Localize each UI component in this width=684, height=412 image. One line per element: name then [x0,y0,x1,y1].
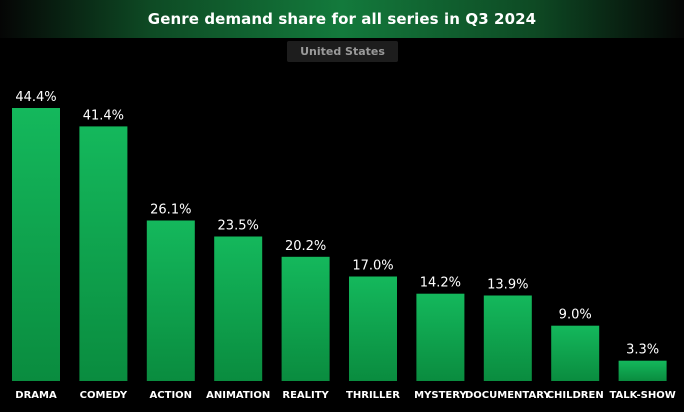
category-label: COMEDY [80,390,128,401]
category-label: THRILLER [346,390,400,401]
category-label: CHILDREN [547,390,604,401]
bar-talk-show [618,360,667,381]
value-label: 3.3% [626,343,659,358]
category-label: ACTION [150,390,193,401]
value-label: 13.9% [487,278,528,293]
bar-drama [12,108,60,381]
category-label: MYSTERY [414,390,467,401]
value-label: 14.2% [420,276,461,291]
title-banner: Genre demand share for all series in Q3 … [0,0,684,38]
bar-children [551,325,600,381]
category-label: TALK-SHOW [609,390,675,401]
value-label: 17.0% [352,259,393,274]
value-label: 9.0% [559,308,592,323]
bar-mystery [416,293,465,381]
chart-title: Genre demand share for all series in Q3 … [147,10,537,28]
value-label: 23.5% [218,219,259,234]
subtitle-box: United States [287,41,398,62]
bar-documentary [483,295,532,381]
category-label: REALITY [282,390,329,401]
bar-animation [214,236,263,381]
bar-comedy [79,126,128,382]
chart-subtitle: United States [300,45,385,58]
value-label: 20.2% [285,239,326,254]
category-label: ANIMATION [206,390,270,401]
category-label: DRAMA [15,390,57,401]
value-label: 26.1% [150,203,191,218]
bar-thriller [349,276,397,381]
value-label: 44.4% [15,90,56,105]
bar-reality [281,256,330,381]
category-label: DOCUMENTARY [465,390,551,401]
value-label: 41.4% [83,108,124,123]
bar-action [146,220,195,381]
